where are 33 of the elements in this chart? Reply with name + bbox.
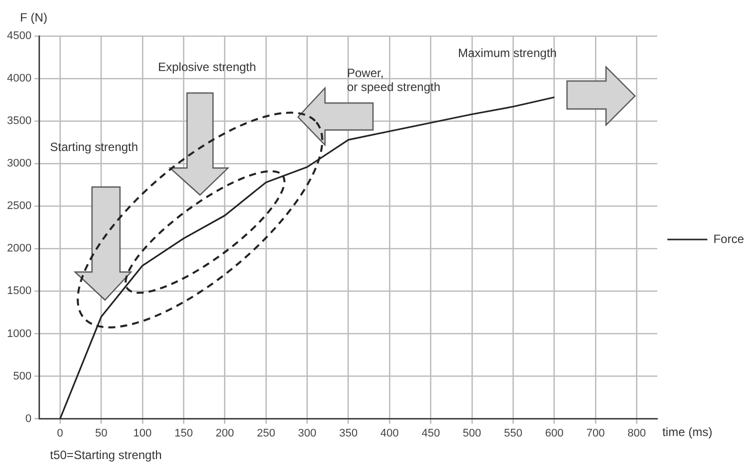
annotation: Explosive strength <box>158 60 256 74</box>
annotation: Power, or speed strength <box>347 66 440 94</box>
x-tick-label: 500 <box>462 427 482 440</box>
x-tick-label: 300 <box>298 427 316 440</box>
text: t50=Starting strength <box>50 448 162 462</box>
y-tick-label: 2000 <box>6 242 32 255</box>
annotation: Starting strength <box>50 140 138 154</box>
x-tick-label: 100 <box>133 427 152 440</box>
legend-label: Force <box>713 232 744 246</box>
y-tick-label: 3000 <box>6 158 32 170</box>
x-tick-label: 400 <box>380 427 399 440</box>
y-tick-label: 1000 <box>6 328 32 340</box>
x-tick-label: 50 <box>95 427 108 440</box>
annotation: Maximum strength <box>458 46 557 60</box>
x-tick-label: 450 <box>422 427 440 440</box>
x-tick-label: 800 <box>628 427 646 440</box>
x-tick-label: 200 <box>216 427 234 440</box>
y-tick-label: 3500 <box>6 115 32 128</box>
x-tick-label: 550 <box>504 427 522 440</box>
y-tick-label: 0 <box>25 412 32 425</box>
x-tick-label: 700 <box>586 427 605 440</box>
y-tick-label: 4500 <box>6 30 32 42</box>
y-tick-label: 2500 <box>6 200 32 212</box>
y-tick-label: 1500 <box>6 285 32 298</box>
x-tick-label: 250 <box>256 427 276 440</box>
x-tick-label: 600 <box>545 427 564 440</box>
y-tick-label: 500 <box>13 370 32 382</box>
y-tick-label: 4000 <box>6 72 32 85</box>
y-axis-title: F (N) <box>20 10 48 24</box>
x-tick-label: 150 <box>174 427 193 440</box>
x-tick-label: 350 <box>339 427 358 440</box>
x-axis-title: time (ms) <box>662 425 712 440</box>
x-tick-label: 0 <box>57 427 64 440</box>
